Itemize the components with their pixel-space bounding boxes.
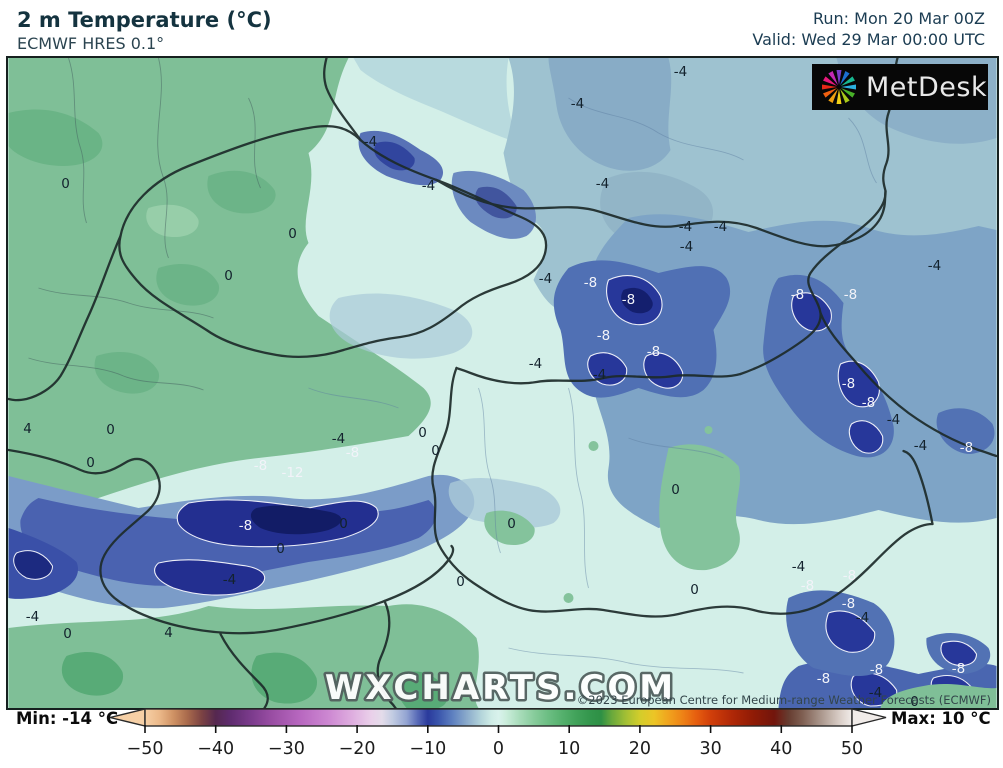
svg-text:-12: -12: [281, 465, 303, 481]
svg-text:-8: -8: [791, 287, 804, 303]
run-label: Run: Mon 20 Mar 00Z: [812, 9, 985, 28]
svg-text:−10: −10: [409, 739, 446, 759]
svg-text:-8: -8: [239, 518, 252, 534]
svg-text:0: 0: [493, 739, 504, 759]
svg-text:−40: −40: [197, 739, 234, 759]
svg-text:-8: -8: [952, 661, 965, 677]
svg-text:-4: -4: [887, 412, 900, 428]
svg-text:0: 0: [671, 482, 680, 498]
page-title: 2 m Temperature (°C): [17, 8, 272, 32]
svg-text:-8: -8: [622, 292, 635, 308]
colorbar-legend: Min: -14 °C −50 −40 −30 −20 −10 0 10 20 30 40 50 M…: [16, 708, 991, 759]
svg-text:-8: -8: [801, 578, 814, 594]
copyright-notice: ©2023 European Centre for Medium-range W…: [576, 693, 991, 707]
legend-max-label: Max: 10 °C: [891, 709, 991, 728]
svg-text:-8: -8: [842, 596, 855, 612]
watermark: WXCHARTS.COM: [325, 668, 676, 708]
country-borders: [8, 58, 997, 708]
svg-text:-4: -4: [680, 239, 693, 255]
svg-text:-4: -4: [571, 96, 584, 112]
svg-text:−50: −50: [127, 739, 164, 759]
svg-text:-4: -4: [539, 271, 552, 287]
svg-text:0: 0: [690, 582, 699, 598]
svg-text:-4: -4: [714, 219, 727, 235]
svg-text:0: 0: [339, 516, 348, 532]
svg-text:0: 0: [61, 176, 70, 192]
svg-text:−30: −30: [268, 739, 305, 759]
svg-text:0: 0: [106, 422, 115, 438]
svg-text:-4: -4: [223, 572, 236, 588]
svg-text:-4: -4: [792, 559, 805, 575]
svg-text:-8: -8: [647, 344, 660, 360]
svg-text:0: 0: [418, 425, 427, 441]
colorbar-arrow-right: [851, 708, 887, 727]
svg-text:-4: -4: [26, 609, 39, 625]
svg-text:-8: -8: [584, 275, 597, 291]
weather-map: -4 -4 -4 -4 -4 -4 -4 -4 -4 -4 -4 -4 -4 -4 -4 0 0 0 0 0 4 0 0 0 0…: [6, 56, 999, 710]
svg-text:0: 0: [288, 226, 297, 242]
svg-text:-8: -8: [346, 445, 359, 461]
svg-text:-8: -8: [843, 568, 856, 584]
svg-text:-4: -4: [332, 431, 345, 447]
svg-text:-4: -4: [679, 219, 692, 235]
svg-text:-8: -8: [597, 328, 610, 344]
svg-text:0: 0: [910, 694, 919, 708]
svg-text:4: 4: [164, 625, 173, 641]
metdesk-logo-text: MetDesk: [866, 71, 988, 103]
svg-text:0: 0: [456, 574, 465, 590]
svg-text:-8: -8: [254, 458, 267, 474]
svg-text:-4: -4: [529, 356, 542, 372]
metdesk-logo: MetDesk: [812, 64, 988, 110]
svg-text:-4: -4: [596, 176, 609, 192]
svg-text:-8: -8: [960, 440, 973, 456]
svg-text:-4: -4: [364, 134, 377, 150]
svg-text:30: 30: [699, 739, 721, 759]
svg-text:−20: −20: [339, 739, 376, 759]
colorbar: [144, 708, 853, 727]
legend-min-label: Min: -14 °C: [16, 709, 118, 728]
svg-text:50: 50: [841, 739, 863, 759]
svg-text:-4: -4: [674, 64, 687, 80]
svg-text:10: 10: [558, 739, 580, 759]
svg-text:40: 40: [770, 739, 792, 759]
svg-text:4: 4: [23, 421, 32, 437]
svg-text:-8: -8: [842, 376, 855, 392]
svg-text:0: 0: [86, 455, 95, 471]
valid-label: Valid: Wed 29 Mar 00:00 UTC: [752, 30, 985, 49]
svg-text:20: 20: [629, 739, 651, 759]
svg-text:-8: -8: [862, 395, 875, 411]
svg-text:-4: -4: [593, 367, 606, 383]
svg-text:-8: -8: [817, 671, 830, 687]
svg-text:0: 0: [276, 541, 285, 557]
model-subtitle: ECMWF HRES 0.1°: [17, 34, 165, 53]
svg-text:-8: -8: [870, 662, 883, 678]
svg-text:-4: -4: [869, 685, 882, 701]
svg-text:-4: -4: [856, 610, 869, 626]
run-info: Run: Mon 20 Mar 00Z Valid: Wed 29 Mar 00…: [752, 8, 985, 50]
metdesk-star-icon: [822, 70, 856, 104]
svg-text:0: 0: [507, 516, 516, 532]
svg-text:0: 0: [63, 626, 72, 642]
svg-text:-4: -4: [422, 178, 435, 194]
svg-text:-4: -4: [928, 258, 941, 274]
colorbar-ticks: −50 −40 −30 −20 −10 0 10 20 30 40 50: [127, 725, 863, 759]
svg-text:0: 0: [431, 443, 440, 459]
svg-text:0: 0: [224, 268, 233, 284]
svg-text:-4: -4: [914, 438, 927, 454]
svg-text:-8: -8: [844, 287, 857, 303]
